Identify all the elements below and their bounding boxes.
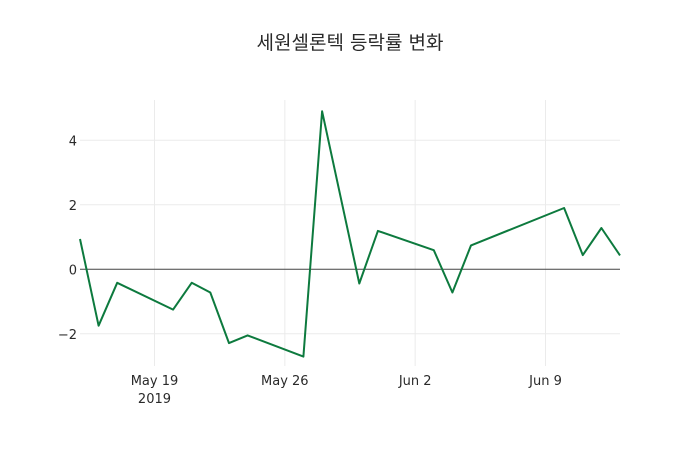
x-axis: May 19 2019 May 26 Jun 2 Jun 9 bbox=[131, 374, 562, 407]
data-series bbox=[79, 110, 621, 358]
y-tick-label: 2 bbox=[69, 199, 77, 214]
x-tick-year-label: 2019 bbox=[138, 392, 171, 407]
x-tick-label: May 26 bbox=[261, 374, 309, 389]
x-tick-label: Jun 9 bbox=[528, 374, 562, 389]
x-tick-label: Jun 2 bbox=[398, 374, 432, 389]
series-line bbox=[79, 110, 621, 358]
x-tick-label: May 19 bbox=[131, 374, 179, 389]
grid-lines bbox=[80, 100, 620, 366]
chart-title: 세원셀론텍 등락률 변화 bbox=[256, 32, 444, 54]
y-tick-label: 0 bbox=[69, 263, 77, 278]
y-tick-label: 4 bbox=[69, 134, 77, 149]
y-axis: −2 0 2 4 bbox=[58, 134, 77, 342]
y-tick-label: −2 bbox=[58, 328, 77, 343]
